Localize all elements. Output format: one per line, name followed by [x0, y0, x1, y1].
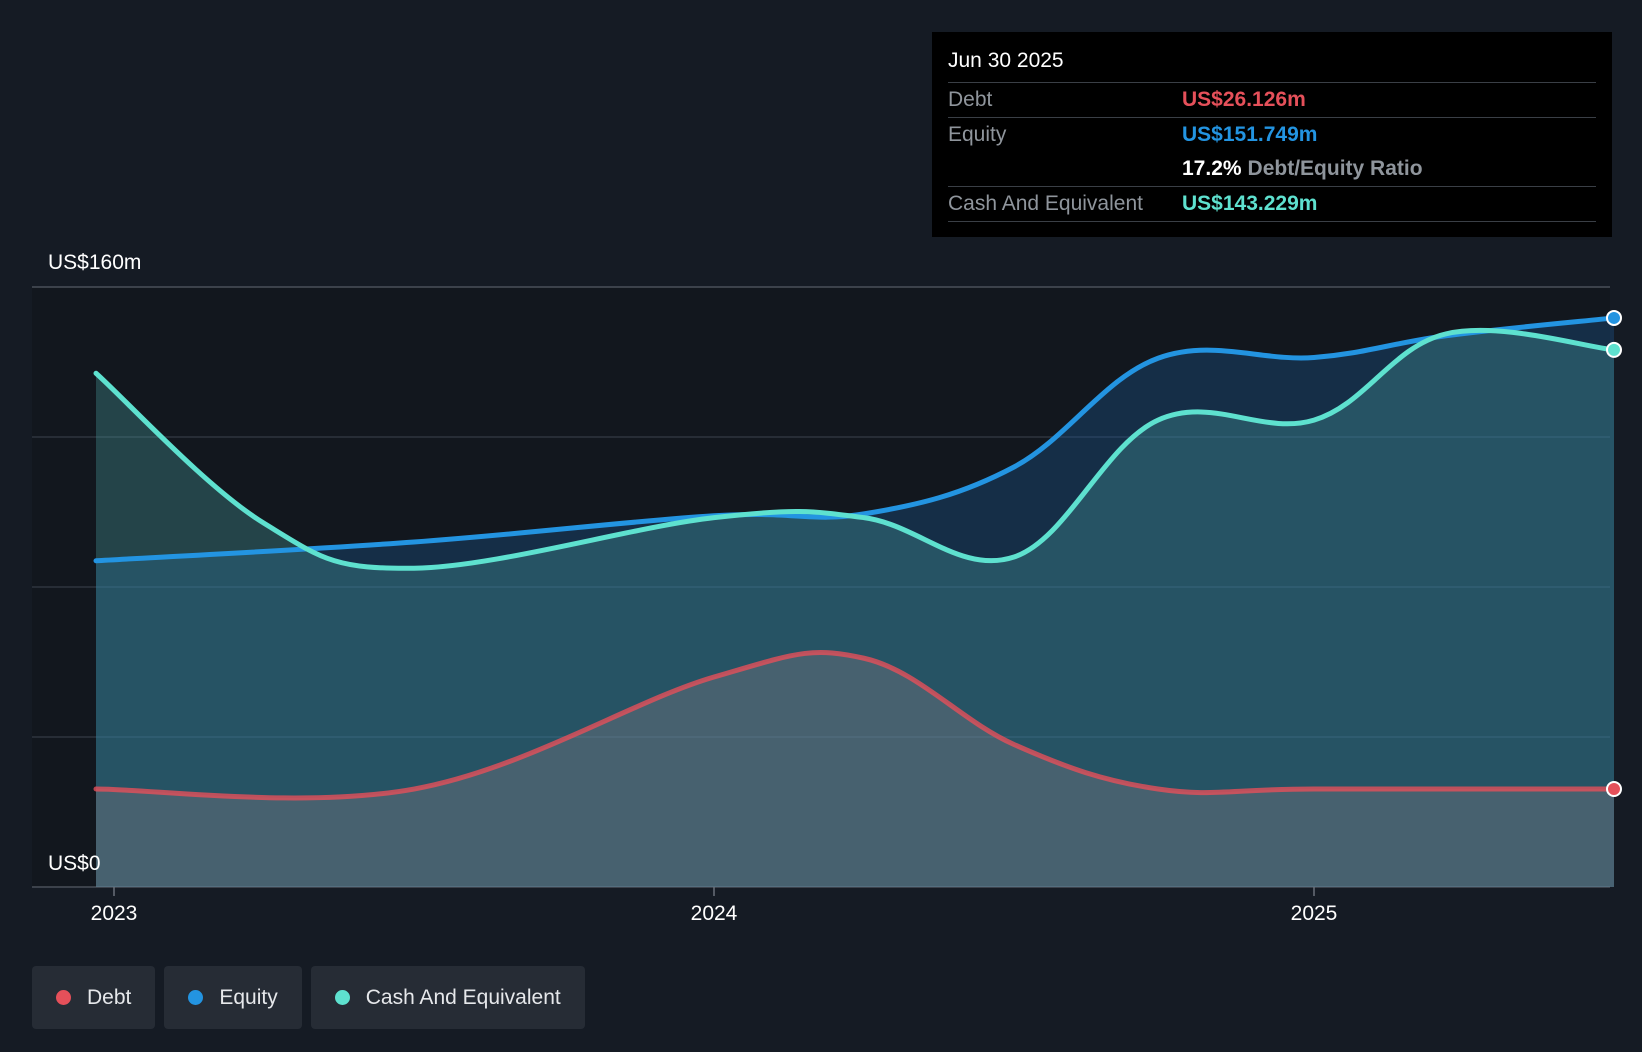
legend: Debt Equity Cash And Equivalent	[32, 966, 585, 1029]
legend-label-cash: Cash And Equivalent	[365, 985, 561, 1009]
cash-and-equivalent-area	[96, 330, 1614, 888]
equity-end-marker	[1606, 309, 1622, 326]
cash-and-equivalent-end-marker	[1606, 341, 1622, 358]
legend-label-debt: Debt	[87, 985, 132, 1009]
debt-area	[96, 652, 1614, 887]
x-tick-label-2025: 2025	[1291, 902, 1338, 925]
tooltip-debt-value: US$26.126m	[1182, 88, 1306, 111]
tooltip-ratio-label: Debt/Equity Ratio	[1247, 157, 1423, 180]
tooltip: Jun 30 2025 Debt US$26.126m Equity US$15…	[932, 32, 1612, 237]
legend-item-cash[interactable]: Cash And Equivalent	[310, 966, 585, 1029]
tooltip-date: Jun 30 2025	[948, 49, 1064, 72]
tooltip-equity-label: Equity	[948, 123, 1007, 146]
tooltip-equity-value: US$151.749m	[1182, 123, 1318, 146]
cash-and-equivalent-line	[93, 327, 1617, 571]
tooltip-cash-label: Cash And Equivalent	[948, 192, 1143, 215]
x-tick-label-2024: 2024	[691, 902, 738, 925]
debt-line	[93, 649, 1617, 801]
cash-dot-icon	[334, 990, 350, 1005]
equity-area	[96, 317, 1614, 887]
y-axis-top-label: US$160m	[48, 251, 141, 274]
debt-dot-icon	[56, 990, 71, 1005]
tooltip-debt-label: Debt	[948, 88, 993, 111]
tooltip-cash-value: US$143.229m	[1182, 192, 1318, 215]
legend-label-equity: Equity	[219, 985, 278, 1009]
x-tick-label-2023: 2023	[91, 902, 138, 925]
y-axis-bottom-label: US$0	[48, 852, 101, 875]
legend-item-equity[interactable]: Equity	[164, 966, 302, 1029]
legend-item-debt[interactable]: Debt	[32, 966, 156, 1029]
debt-end-marker	[1606, 781, 1622, 798]
equity-line	[93, 315, 1617, 564]
tooltip-ratio-value: 17.2%	[1182, 157, 1242, 180]
equity-dot-icon	[188, 990, 204, 1005]
